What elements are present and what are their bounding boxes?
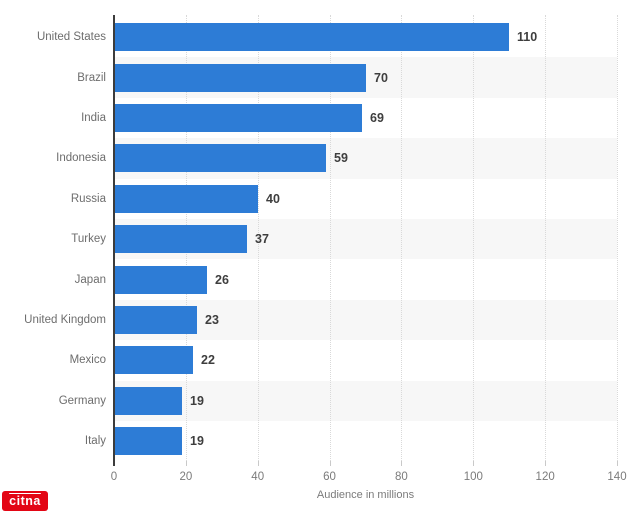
x-tick-label: 0 — [110, 471, 118, 484]
tick-mark — [617, 461, 618, 467]
bar-japan — [114, 265, 207, 294]
bar-germany — [114, 386, 182, 415]
category-label: Indonesia — [56, 152, 106, 165]
value-label: 110 — [517, 30, 538, 45]
bar-mexico — [114, 346, 193, 375]
value-label: 23 — [205, 313, 219, 327]
value-label: 70 — [374, 70, 388, 85]
bar-russia — [114, 184, 258, 213]
x-tick-label: 120 — [535, 471, 555, 484]
value-label: 26 — [215, 272, 229, 287]
value-label: 22 — [201, 353, 215, 368]
x-tick-label: 100 — [463, 471, 483, 484]
bar-united-states — [114, 23, 509, 52]
gridline — [257, 15, 259, 462]
gridline — [401, 15, 403, 462]
tick-mark — [473, 461, 475, 467]
gridline — [545, 15, 547, 462]
tick-mark — [185, 461, 187, 467]
gridline — [617, 15, 618, 462]
citna-logo: citna — [2, 491, 48, 511]
value-label: 37 — [255, 232, 269, 247]
tick-mark — [401, 461, 403, 467]
category-label: India — [81, 112, 106, 124]
value-label: 19 — [190, 434, 204, 449]
tick-mark — [257, 461, 259, 467]
category-label: Russia — [70, 192, 106, 205]
category-label: Turkey — [71, 233, 106, 246]
category-label: United States — [36, 31, 106, 44]
x-tick-label: 20 — [179, 471, 193, 484]
x-tick-label: 60 — [323, 471, 336, 484]
x-tick-label: 40 — [251, 471, 265, 484]
bar-india — [114, 104, 362, 132]
tick-mark — [545, 461, 547, 467]
value-label: 59 — [334, 151, 348, 166]
category-label: Japan — [74, 273, 106, 286]
x-tick-label: 140 — [607, 471, 627, 484]
category-label: Mexico — [69, 354, 106, 367]
value-label: 40 — [266, 191, 280, 206]
value-label: 19 — [190, 393, 204, 408]
x-tick-label: 80 — [395, 471, 408, 484]
bar-united-kingdom — [114, 306, 197, 334]
tick-mark — [329, 461, 331, 467]
y-axis-line — [113, 15, 115, 467]
bar-indonesia — [114, 144, 326, 173]
category-label: United Kingdom — [24, 314, 106, 326]
gridline — [473, 15, 475, 462]
bar-turkey — [114, 225, 247, 254]
category-label: Brazil — [77, 71, 106, 84]
value-label: 69 — [370, 111, 384, 125]
x-axis-title: Audience in millions — [316, 489, 415, 502]
category-label: Germany — [58, 394, 106, 407]
bar-brazil — [114, 63, 366, 92]
gridline — [329, 15, 331, 462]
bar-italy — [114, 427, 182, 456]
category-label: Italy — [84, 435, 106, 448]
